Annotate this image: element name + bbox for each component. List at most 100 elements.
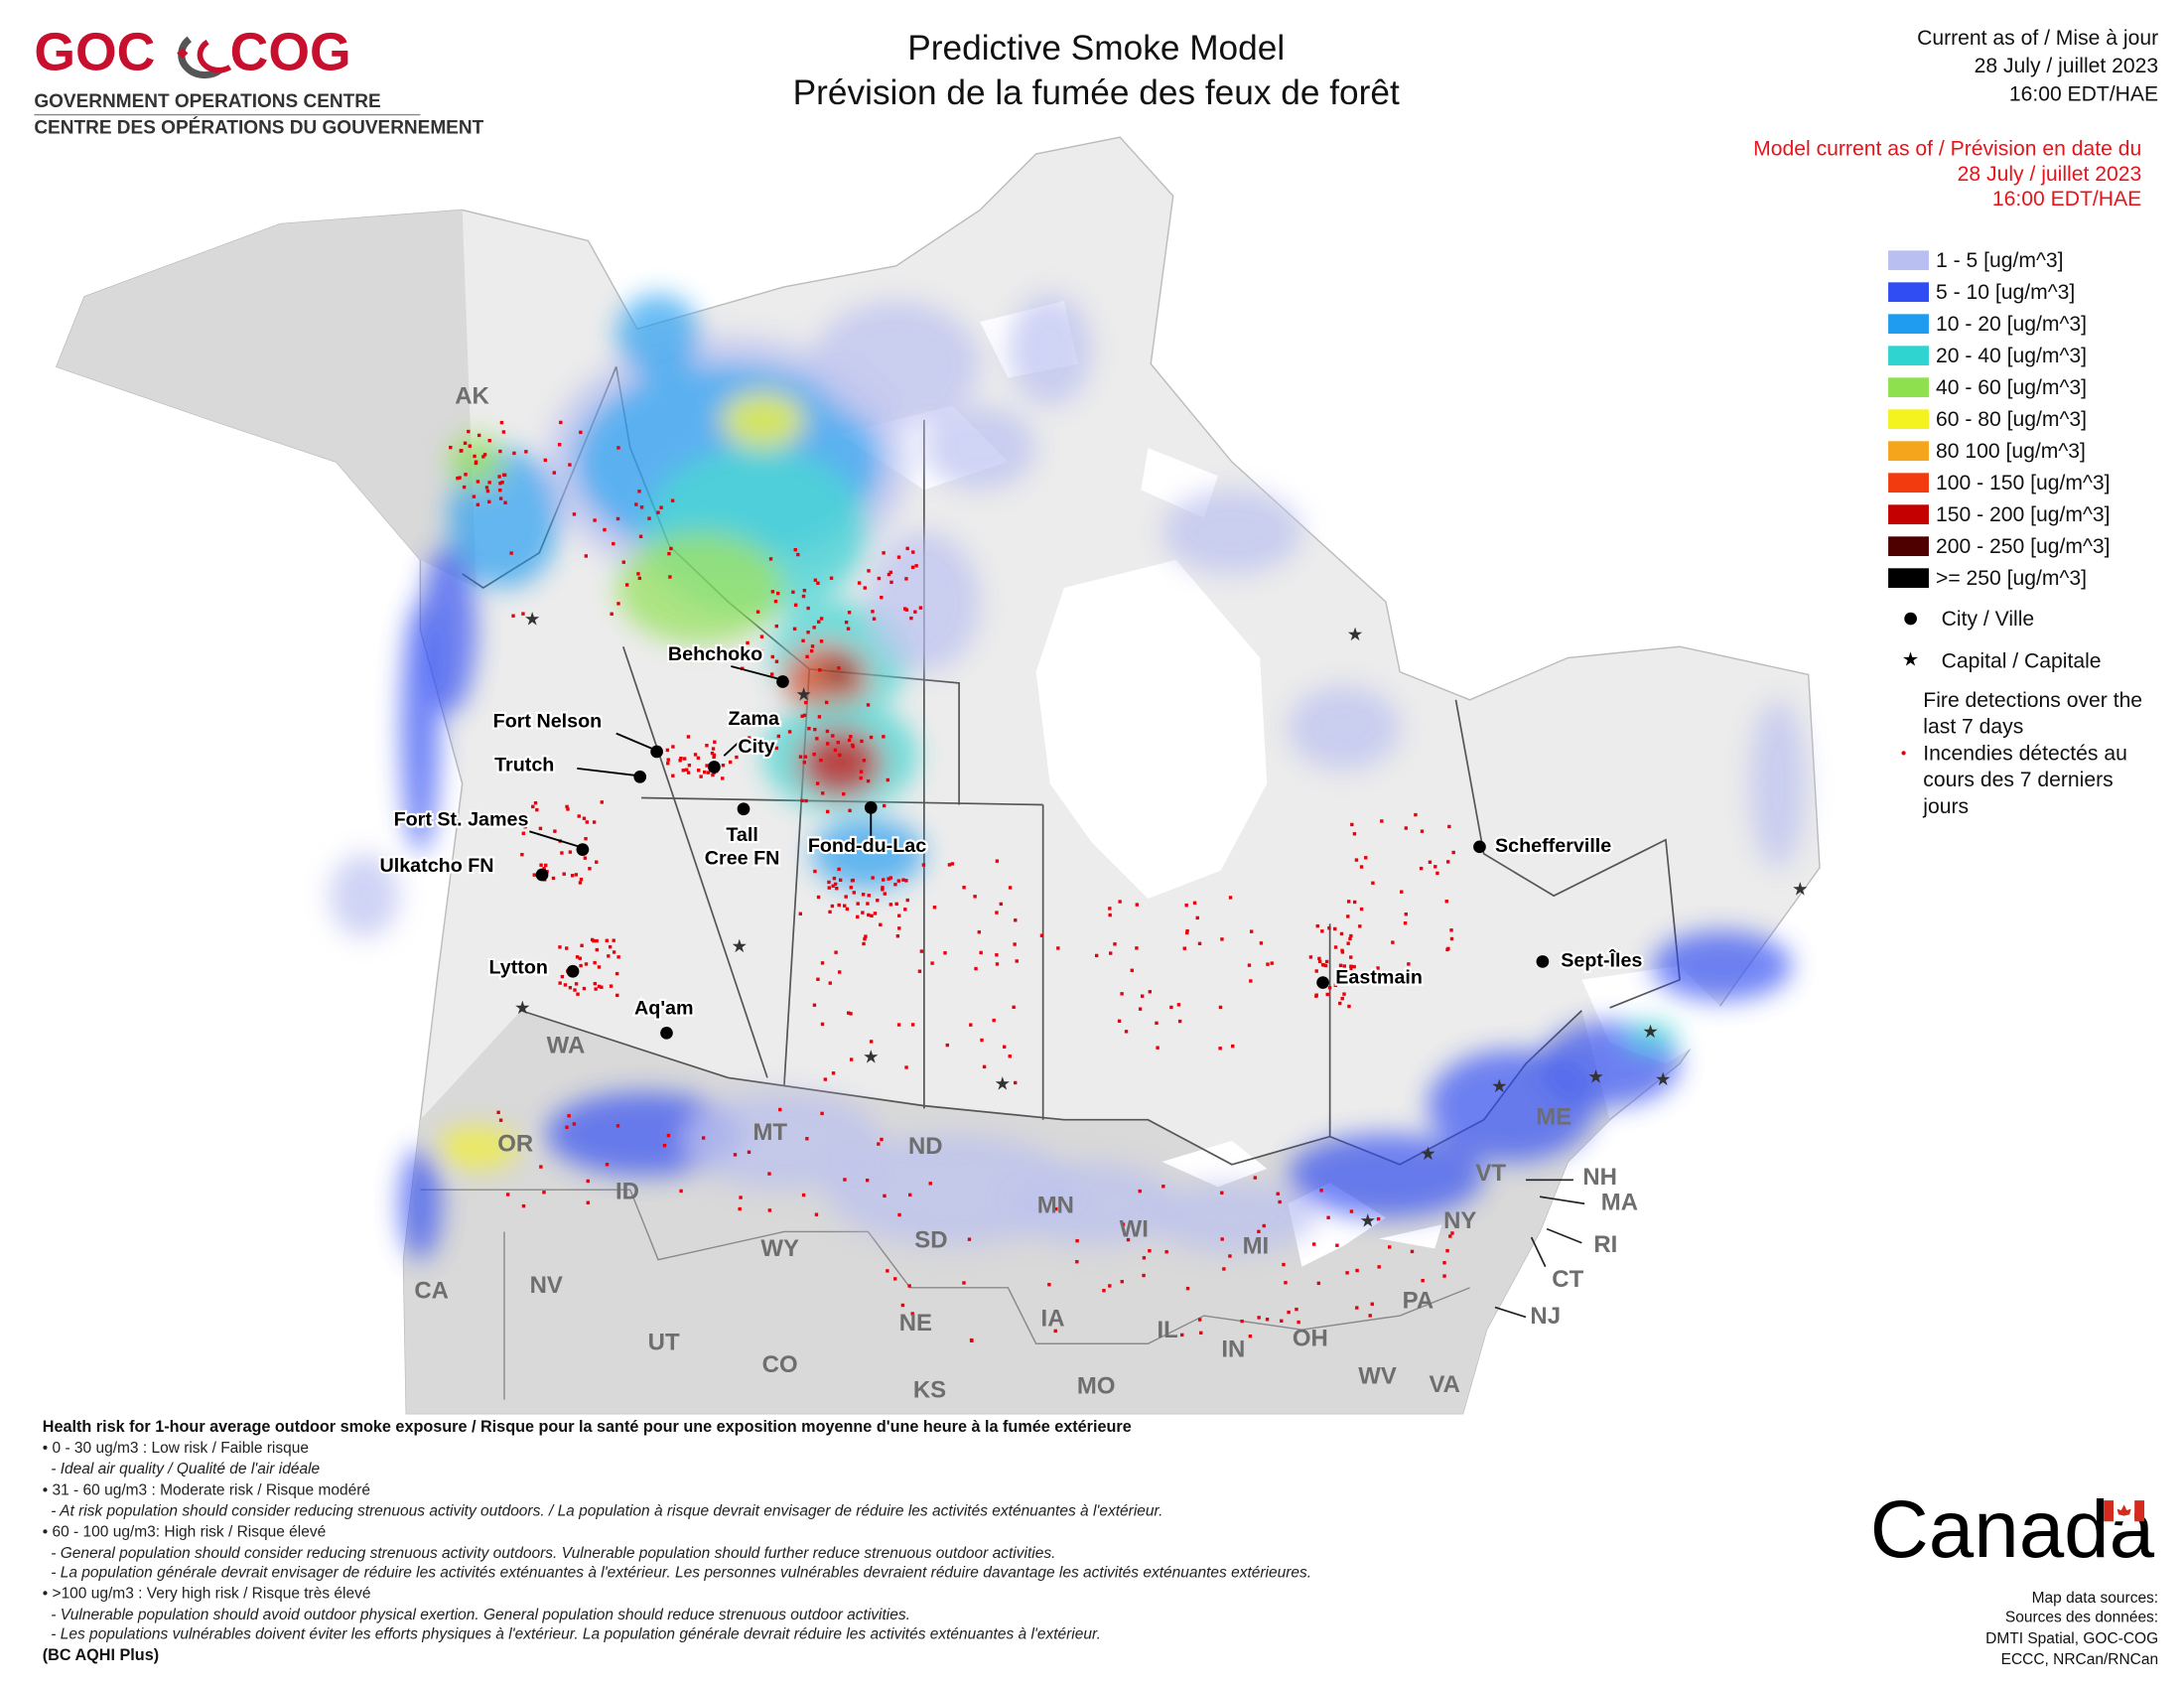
fire-detection: [907, 1284, 911, 1288]
fire-detection: [712, 753, 717, 758]
fire-detection: [1358, 924, 1362, 928]
legend-label: 1 - 5 [ug/m^3]: [1936, 249, 2064, 272]
smoke-plume: [797, 728, 883, 798]
health-risk: Health risk for 1-hour average outdoor s…: [43, 1418, 1311, 1664]
fire-detection: [866, 703, 871, 707]
fire-detection: [818, 668, 822, 672]
fire-detection: [605, 1163, 610, 1167]
fire-detection: [481, 455, 485, 459]
footer: Canada Map data sources: Sources des don…: [1870, 1484, 2158, 1668]
fire-detection: [962, 886, 966, 890]
fire-detection: [1316, 1281, 1321, 1286]
region-label: KS: [913, 1376, 946, 1403]
fire-detection: [865, 1178, 870, 1183]
fire-detection: [523, 825, 527, 829]
fire-detection: [804, 700, 808, 705]
fire-detection: [866, 902, 870, 906]
fire-detection: [1197, 941, 1202, 945]
fire-detection: [559, 420, 563, 425]
region-label: VA: [1429, 1371, 1460, 1398]
fire-detection: [670, 498, 675, 502]
fire-detection: [580, 943, 584, 947]
fire-detection: [881, 888, 885, 892]
fire-detection: [1391, 940, 1395, 944]
fire-detection: [1295, 1307, 1298, 1312]
fire-detection: [1333, 945, 1338, 949]
fire-detection: [774, 746, 779, 751]
fire-detection: [802, 713, 807, 718]
legend-label: Capital / Capitale: [1942, 649, 2102, 672]
fire-detection: [1176, 1003, 1181, 1007]
alaska: [56, 210, 477, 589]
fire-detection: [778, 1107, 782, 1112]
fire-detection: [831, 734, 835, 738]
fire-detection: [888, 903, 893, 907]
fire-detection: [638, 534, 643, 539]
fire-detection: [499, 420, 504, 425]
fire-detection: [612, 950, 616, 954]
fire-detection: [570, 874, 575, 878]
health-risk-heading: Health risk for 1-hour average outdoor s…: [43, 1418, 1132, 1436]
fire-detection: [458, 476, 462, 480]
fire-detection: [662, 1143, 667, 1148]
fire-detection: [1364, 856, 1368, 860]
fire-detection: [893, 1277, 897, 1281]
fire-detection: [833, 882, 838, 887]
health-risk-line: - La population générale devrait envisag…: [51, 1565, 1311, 1582]
fire-detection: [802, 761, 807, 765]
fire-detection: [1435, 871, 1439, 876]
fire-detection: [827, 886, 831, 890]
fire-detection: [1220, 1191, 1224, 1195]
leader-lines: [529, 665, 873, 848]
fire-detection: [798, 755, 803, 759]
legend-label: 100 - 150 [ug/m^3]: [1936, 472, 2111, 494]
region-label: AK: [455, 383, 489, 410]
fire-detection: [460, 449, 464, 453]
fire-detection: [1130, 968, 1134, 972]
fire-detection: [535, 807, 539, 812]
smoke-plume: [868, 531, 981, 672]
fire-detection: [759, 634, 764, 638]
fire-detection: [1185, 1286, 1190, 1291]
fire-detection: [1218, 1047, 1222, 1051]
fire-detection: [1222, 1267, 1226, 1271]
fire-detection: [1433, 865, 1437, 869]
fire-detection: [600, 800, 604, 804]
fire-detection: [1349, 966, 1353, 970]
capital-symbol: ★: [1902, 649, 1920, 671]
fire-detection: [1218, 1005, 1223, 1010]
leader-lines: [1494, 1179, 1585, 1319]
city-dot: [864, 801, 878, 814]
legend-swatch: [1888, 536, 1929, 557]
fire-detection: [816, 895, 821, 900]
fire-detection: [1314, 993, 1318, 997]
fire-detection: [974, 966, 978, 971]
fire-detection: [880, 595, 884, 600]
timestamp-time: 16:00 EDT/HAE: [2009, 82, 2158, 105]
fire-detection: [1315, 923, 1319, 928]
fire-detection: [498, 488, 502, 492]
fire-detection: [503, 500, 507, 504]
fire-detection: [647, 516, 651, 520]
canada-wordmark: Canada: [1870, 1484, 2155, 1575]
legend-label: Incendies détectés au: [1923, 742, 2127, 765]
region-label: WI: [1120, 1215, 1149, 1242]
city-dot: [1473, 840, 1486, 854]
legend-label: last 7 days: [1923, 716, 2023, 739]
fire-detection: [751, 720, 755, 724]
fire-detection: [616, 955, 620, 959]
leader-line: [1530, 1236, 1547, 1268]
fire-detection: [1124, 1030, 1129, 1034]
fire-detection: [597, 965, 602, 969]
fire-detection: [894, 902, 898, 907]
smoke-plume: [1008, 294, 1092, 406]
fire-symbol: [1901, 751, 1906, 756]
fire-detection: [558, 981, 562, 985]
fire-detection: [914, 564, 918, 568]
fire-detection: [831, 1071, 836, 1075]
fire-detection: [1404, 826, 1408, 830]
fire-detection: [531, 804, 535, 809]
fire-detection: [1447, 824, 1451, 829]
fire-detection: [593, 960, 597, 965]
